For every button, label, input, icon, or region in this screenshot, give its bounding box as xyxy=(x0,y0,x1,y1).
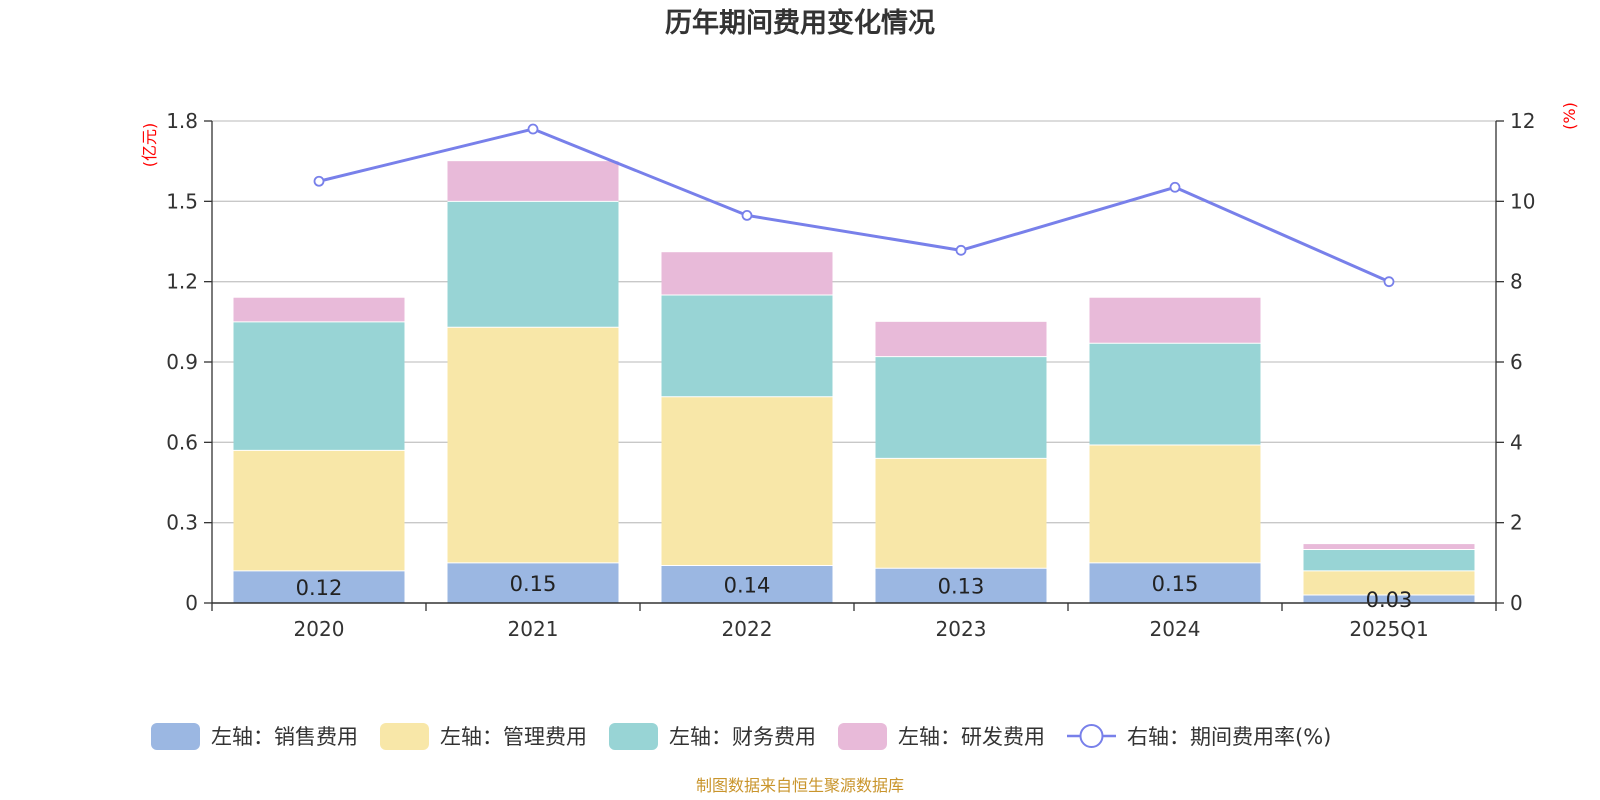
y-right-tick-label: 0 xyxy=(1510,591,1523,615)
bar-segment xyxy=(233,321,405,451)
x-tick-label: 2020 xyxy=(294,617,345,641)
line-series xyxy=(313,123,1395,288)
bar-data-label: 0.14 xyxy=(724,573,771,597)
x-tick-label: 2021 xyxy=(508,617,559,641)
bar-segment xyxy=(1089,562,1261,603)
bar-segment xyxy=(233,570,405,603)
bar-segment xyxy=(447,562,619,603)
bar-segment xyxy=(1303,549,1475,571)
bar-data-labels: 0.12 0.15 0.14 0.13 0.15 0.03 xyxy=(296,572,1413,612)
bar-segment xyxy=(661,295,833,397)
bar-data-label: 0.13 xyxy=(938,575,985,599)
y-left-unit: (亿元) xyxy=(140,123,159,168)
bar-segment xyxy=(447,327,619,563)
bar-segment xyxy=(1089,445,1261,563)
bar-segment xyxy=(233,450,405,571)
y-left-tick-label: 1.2 xyxy=(166,270,198,294)
legend-swatch xyxy=(609,723,658,750)
legend-swatch xyxy=(838,723,887,750)
bar-segment xyxy=(875,356,1047,459)
y-right-tick-label: 8 xyxy=(1510,270,1523,294)
y-left-tick-label: 0.3 xyxy=(166,511,198,535)
legend-label: 左轴：管理费用 xyxy=(440,725,587,749)
bar-segment xyxy=(661,396,833,566)
y-right-tick-label: 10 xyxy=(1510,189,1535,213)
legend-label: 左轴：研发费用 xyxy=(898,725,1045,749)
y-left-tick-label: 0.9 xyxy=(166,350,198,374)
bar-segment xyxy=(875,321,1047,357)
rate-point xyxy=(313,175,325,187)
y-right-tick-label: 6 xyxy=(1510,350,1523,374)
x-tick-label: 2022 xyxy=(722,617,773,641)
bar-segment xyxy=(661,252,833,296)
x-tick-label: 2024 xyxy=(1150,617,1201,641)
legend-swatch xyxy=(380,723,429,750)
gridlines xyxy=(212,120,1496,524)
y-right-tick-label: 2 xyxy=(1510,511,1523,535)
legend-label: 左轴：销售费用 xyxy=(211,725,358,749)
chart-title: 历年期间费用变化情况 xyxy=(665,7,935,39)
legend-label: 右轴：期间费用率(%) xyxy=(1127,725,1331,749)
source-note: 制图数据来自恒生聚源数据库 xyxy=(696,776,904,795)
y-left-tick-label: 1.5 xyxy=(166,189,198,213)
rate-point xyxy=(527,123,539,135)
y-left-tick-label: 0.6 xyxy=(166,430,198,454)
legend-marker xyxy=(1079,724,1104,748)
rate-point xyxy=(741,209,753,221)
bar-segment xyxy=(1303,594,1475,603)
x-tick-label: 2023 xyxy=(936,617,987,641)
bar-segment xyxy=(233,297,405,322)
axes: 0 0.3 0.6 0.9 1.2 1.5 1.8 0 2 4 6 8 10 12 2020 2021 2022… xyxy=(166,109,1535,641)
bar-data-label: 0.15 xyxy=(510,572,557,596)
bar-segment xyxy=(1303,570,1475,595)
rate-line xyxy=(318,127,1390,284)
bar-data-label: 0.12 xyxy=(296,576,343,600)
bar-segment xyxy=(875,568,1047,603)
y-right-tick-label: 12 xyxy=(1510,109,1535,133)
bar-segment xyxy=(1089,343,1261,446)
bar-data-label: 0.03 xyxy=(1366,588,1413,612)
rate-point xyxy=(1383,276,1395,288)
rate-point xyxy=(955,244,967,256)
y-left-tick-label: 1.8 xyxy=(166,109,198,133)
legend-label: 左轴：财务费用 xyxy=(669,725,816,749)
y-right-unit: (%) xyxy=(1560,102,1579,130)
bar-segment xyxy=(1303,544,1475,550)
legend: 左轴：销售费用 左轴：管理费用 左轴：财务费用 左轴：研发费用 右轴：期间费用率(%) xyxy=(151,723,1331,750)
legend-swatch xyxy=(151,723,200,750)
bar-segment xyxy=(1089,297,1261,344)
x-tick-label: 2025Q1 xyxy=(1349,617,1428,641)
bar-series xyxy=(233,161,1475,603)
bar-data-label: 0.15 xyxy=(1152,572,1199,596)
bar-segment xyxy=(661,565,833,603)
bar-segment xyxy=(875,458,1047,569)
bar-segment xyxy=(447,201,619,328)
y-right-tick-label: 4 xyxy=(1510,430,1523,454)
bar-segment xyxy=(447,161,619,202)
y-left-tick-label: 0 xyxy=(185,591,198,615)
rate-point xyxy=(1169,181,1181,193)
